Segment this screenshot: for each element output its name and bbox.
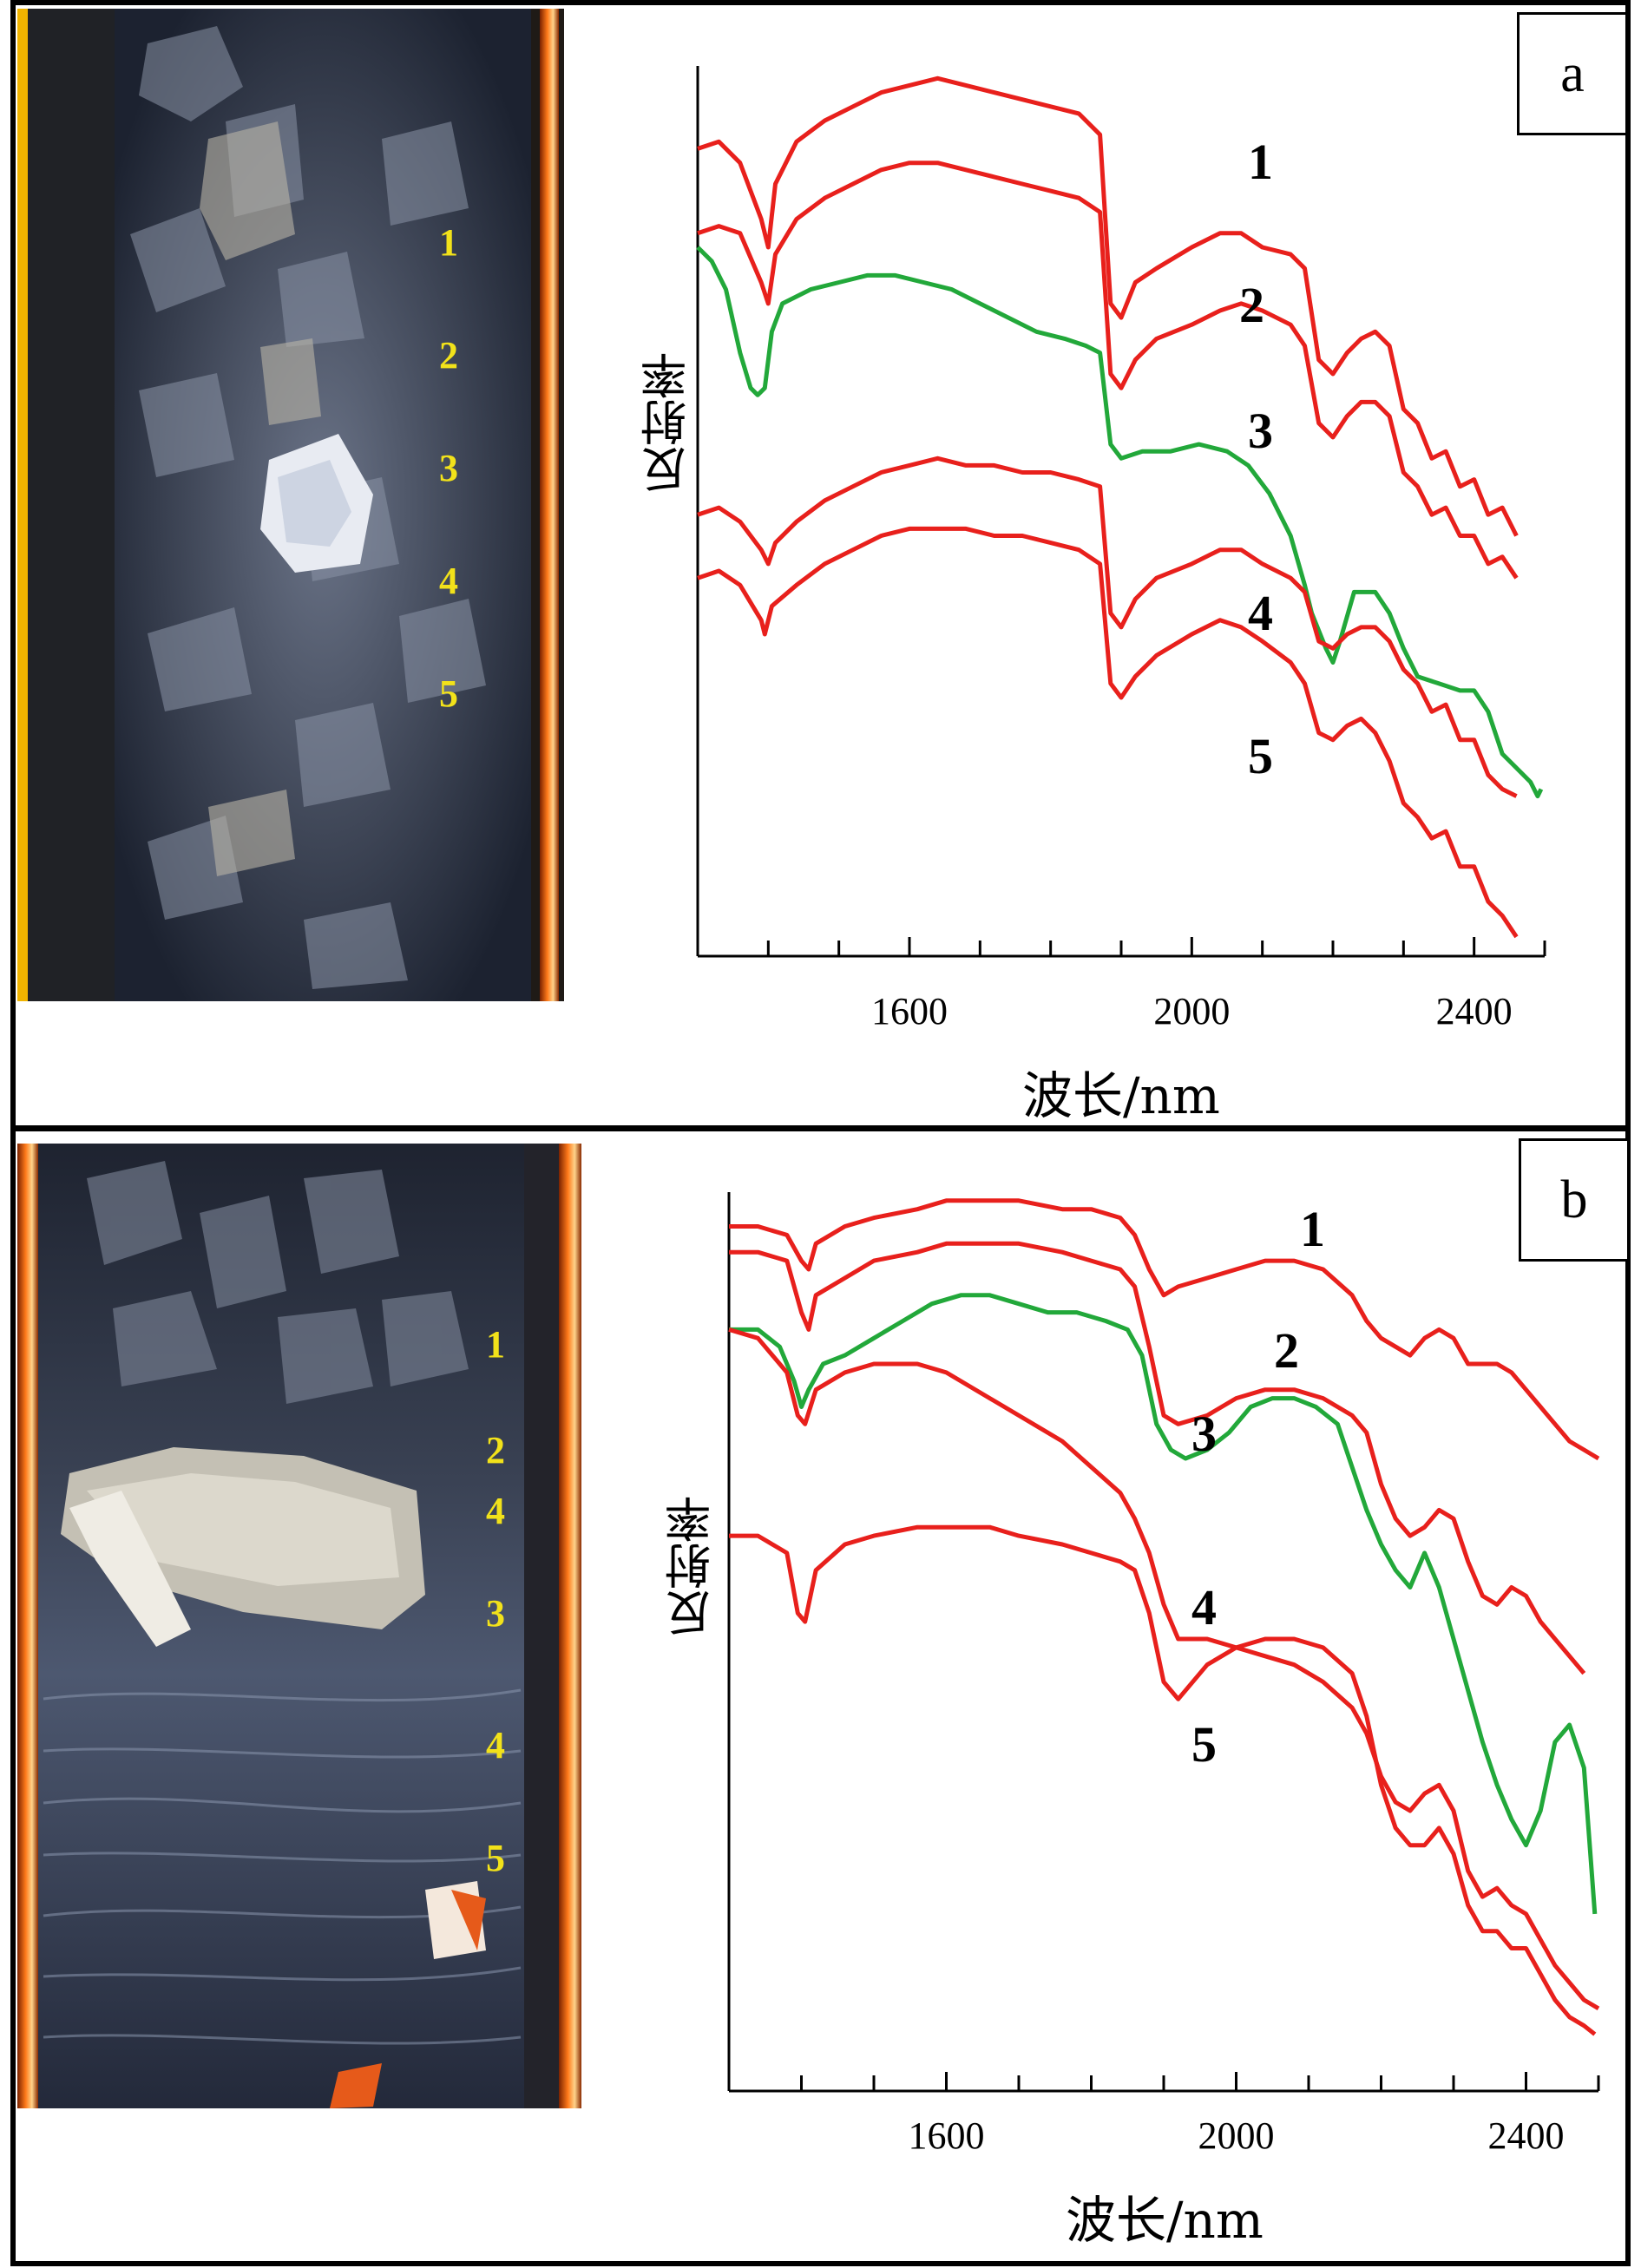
- spectrum-curve-3: [696, 246, 1544, 799]
- spectrum-curve-4: [728, 1327, 1600, 2011]
- photo-a-label-1: 1: [439, 221, 458, 264]
- curve-label-2: 2: [1239, 277, 1264, 333]
- photo-a-label-5: 5: [439, 672, 458, 715]
- curve-label-1: 1: [1248, 134, 1273, 190]
- spectrum-curve-1: [697, 75, 1519, 537]
- curve-label-4: 4: [1248, 585, 1273, 641]
- photo-b-label-1: 1: [486, 1323, 505, 1366]
- panel-a-letter: a: [1517, 12, 1628, 135]
- spectrum-curve-2: [729, 1241, 1586, 1675]
- x-tick-label: 1600: [909, 2114, 985, 2157]
- curve-label-2: 2: [1274, 1322, 1299, 1379]
- photo-b-label-4b: 4: [486, 1724, 505, 1767]
- curve-label-5: 5: [1248, 728, 1273, 784]
- x-tick-label: 2400: [1488, 2114, 1565, 2157]
- spectrum-curve-1: [729, 1198, 1600, 1461]
- spectrum-curve-3: [729, 1293, 1598, 1915]
- spectrum-curve-4: [697, 456, 1518, 798]
- photo-a-label-2: 2: [439, 334, 458, 377]
- photo-b-label-4a: 4: [486, 1490, 505, 1532]
- curve-label-4: 4: [1191, 1579, 1217, 1635]
- photo-b-label-3: 3: [486, 1592, 505, 1635]
- panel-b-x-axis-label: 波长/nm: [1066, 2191, 1264, 2250]
- panel-a-x-axis-label: 波长/nm: [1022, 1066, 1220, 1125]
- core-photo-b: 1 2 4 3 4 5: [17, 1144, 581, 2108]
- curve-label-1: 1: [1300, 1201, 1325, 1257]
- x-tick-label: 2000: [1198, 2114, 1275, 2157]
- core-photo-a: 1 2 3 4 5: [17, 9, 564, 1001]
- curve-label-3: 3: [1248, 403, 1273, 459]
- core-photo-a-image: [17, 9, 564, 1001]
- panel-a-spectra-plot: 1600 2000 2400 1 2 3 4 5: [696, 66, 1546, 1032]
- photo-a-label-3: 3: [439, 447, 458, 489]
- core-photo-b-image: [17, 1144, 581, 2108]
- panel-b-spectra-plot: 1600 2000 2400 1 2 3 4 5: [727, 1192, 1600, 2157]
- spectrum-curve-2: [697, 161, 1519, 580]
- photo-a-label-4: 4: [439, 560, 458, 602]
- x-tick-label: 1600: [871, 990, 948, 1032]
- panel-b: 1 2 4 3 4 5 b 反射率 波长/nm 1600 2000 2400 1 2 3 4…: [10, 1126, 1631, 2266]
- curve-label-5: 5: [1191, 1716, 1217, 1773]
- spectrum-curve-5: [697, 526, 1519, 939]
- curve-label-3: 3: [1191, 1406, 1217, 1462]
- panel-a: 1 2 3 4 5 a 反射率 波长/nm 1600 2000 2400 1 2 3 4 5: [10, 0, 1631, 1131]
- x-tick-label: 2000: [1153, 990, 1230, 1032]
- panel-b-letter: b: [1519, 1138, 1630, 1262]
- spectrum-curve-5: [729, 1524, 1597, 2036]
- photo-b-label-5: 5: [486, 1837, 505, 1879]
- photo-b-label-2: 2: [486, 1429, 505, 1472]
- x-tick-label: 2400: [1436, 990, 1513, 1032]
